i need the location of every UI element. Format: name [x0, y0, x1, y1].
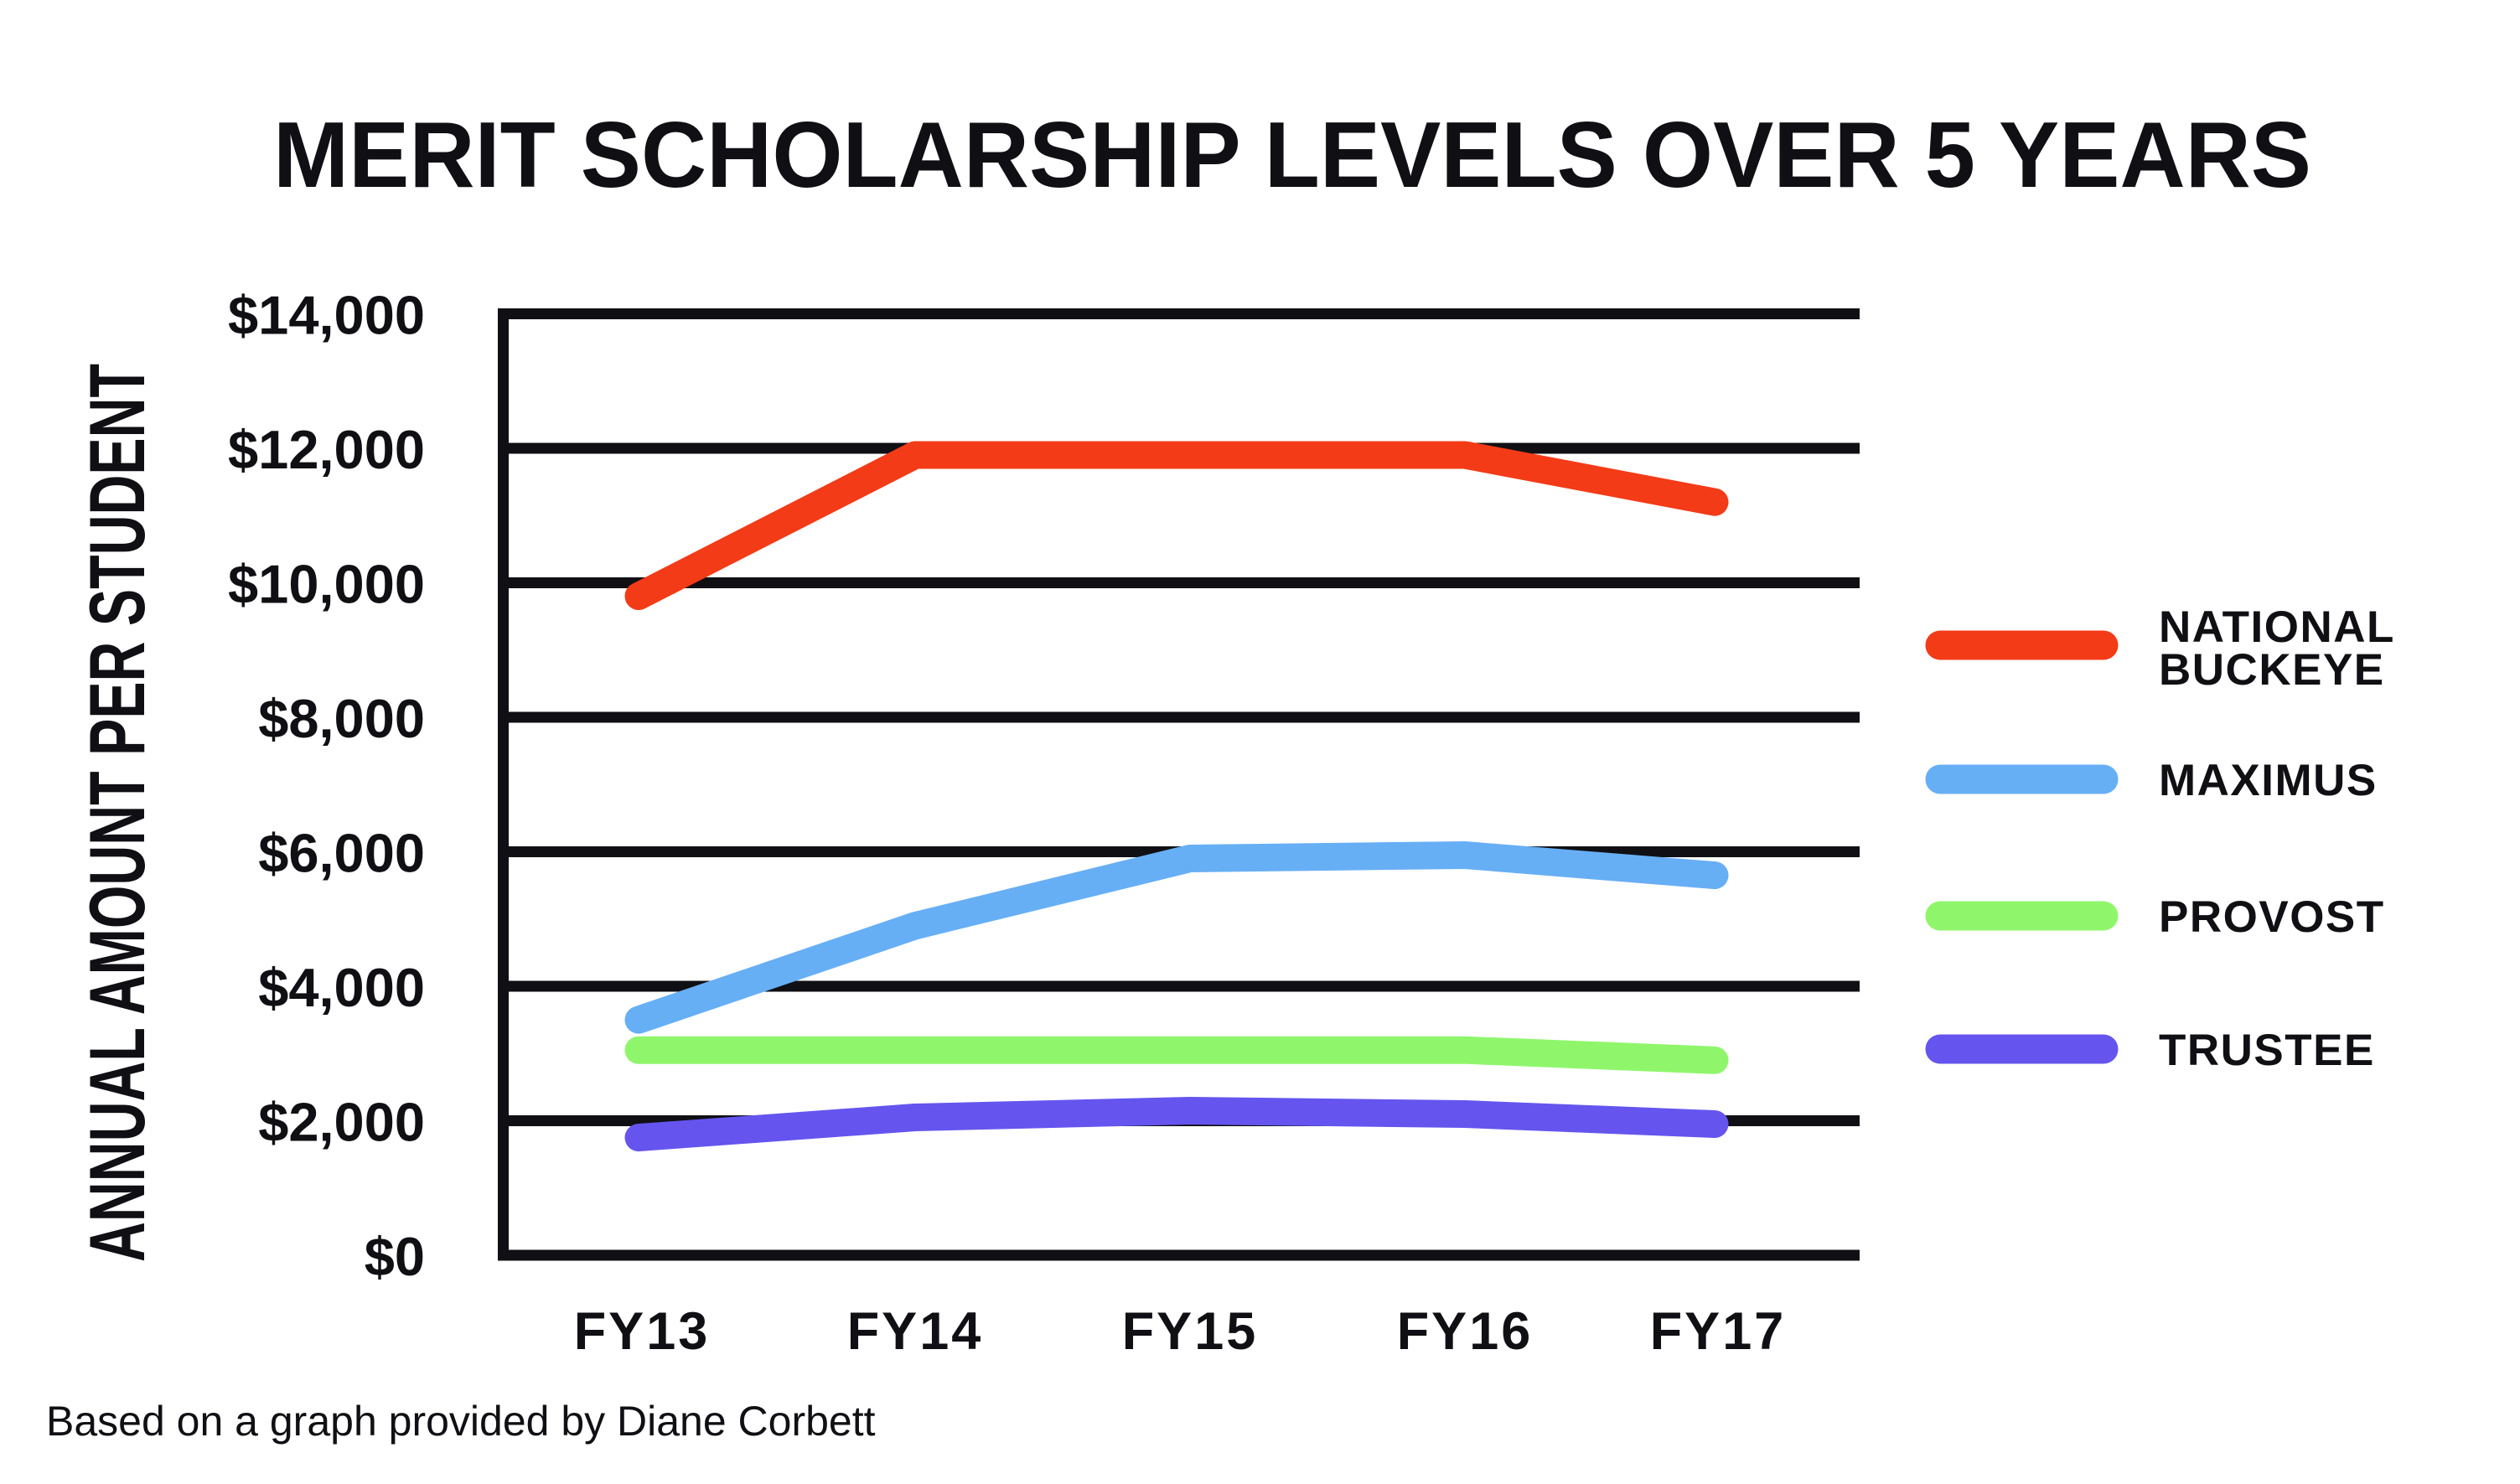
y-tick-label: $2,000 — [258, 1092, 425, 1153]
y-tick-label: $12,000 — [228, 419, 425, 480]
chart-title: MERIT SCHOLARSHIP LEVELS OVER 5 YEARS — [273, 103, 2311, 207]
y-tick-label: $0 — [365, 1226, 425, 1287]
y-tick-label: $10,000 — [228, 554, 425, 615]
series-line-maximus — [624, 841, 1729, 1034]
x-tick-label: FY13 — [574, 1302, 711, 1361]
legend-label: MAXIMUS — [2159, 756, 2378, 805]
x-tick-label: FY14 — [847, 1302, 984, 1361]
series-line-national-buckeye — [624, 441, 1729, 610]
y-axis-title: ANNUAL AMOUNT PER STUDENT — [73, 364, 161, 1262]
legend-label: NATIONAL — [2159, 602, 2395, 652]
legend-label: PROVOST — [2159, 892, 2385, 942]
source-note: Based on a graph provided by Diane Corbe… — [46, 1398, 876, 1445]
series-lines — [624, 441, 1729, 1152]
y-tick-label: $14,000 — [228, 285, 425, 346]
legend-label: BUCKEYE — [2159, 645, 2385, 695]
series-line-trustee — [624, 1097, 1729, 1152]
x-tick-label: FY16 — [1397, 1302, 1534, 1361]
x-tick-label: FY17 — [1650, 1302, 1787, 1361]
y-tick-label: $4,000 — [258, 957, 425, 1018]
x-tick-labels: FY13 FY14 FY15 FY16 FY17 — [574, 1302, 1787, 1361]
y-tick-labels: $0 $2,000 $4,000 $6,000 $8,000 $10,000 $12,000… — [228, 285, 425, 1288]
y-tick-label: $8,000 — [258, 688, 425, 749]
x-tick-label: FY15 — [1122, 1302, 1259, 1361]
series-line-provost — [624, 1036, 1729, 1074]
y-tick-label: $6,000 — [258, 823, 425, 884]
legend-label: TRUSTEE — [2159, 1026, 2375, 1075]
